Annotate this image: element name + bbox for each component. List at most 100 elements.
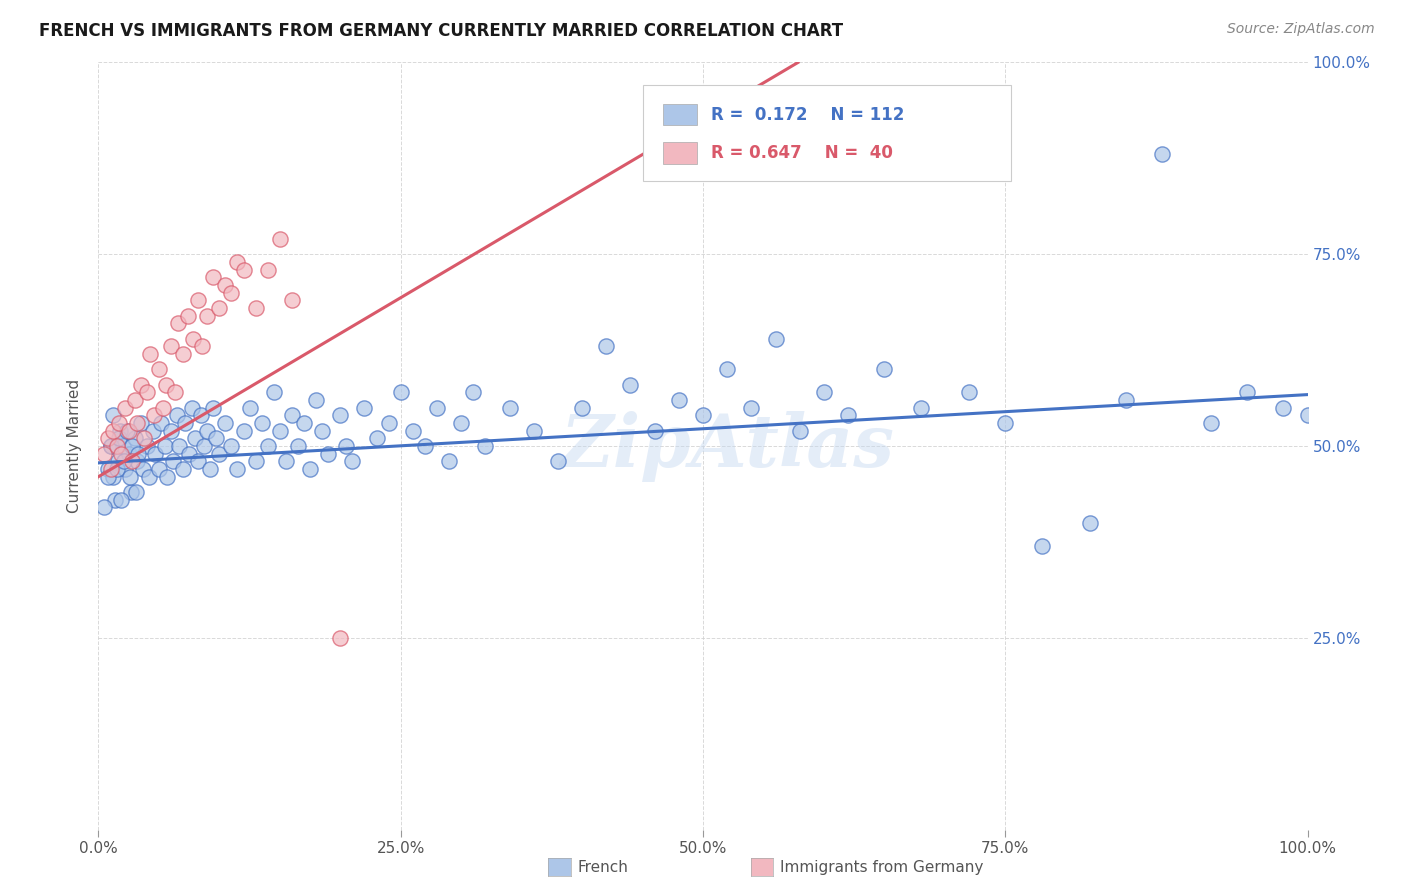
Point — [571, 401, 593, 415]
Point — [413, 439, 436, 453]
Point — [716, 362, 738, 376]
Point — [152, 401, 174, 415]
Point — [813, 385, 835, 400]
Point — [187, 454, 209, 468]
Point — [163, 385, 186, 400]
Point — [135, 385, 157, 400]
Point — [765, 332, 787, 346]
Point — [263, 385, 285, 400]
Point — [138, 469, 160, 483]
Point — [112, 454, 135, 468]
Point — [994, 416, 1017, 430]
Point — [121, 454, 143, 468]
Point — [124, 392, 146, 407]
Point — [187, 293, 209, 308]
Point — [105, 462, 128, 476]
Point — [97, 462, 120, 476]
Point — [1272, 401, 1295, 415]
Point — [180, 401, 202, 415]
Point — [547, 454, 569, 468]
Point — [402, 424, 425, 438]
Point — [221, 439, 243, 453]
Point — [118, 447, 141, 461]
Point — [305, 392, 328, 407]
Point — [366, 431, 388, 445]
Point — [342, 454, 364, 468]
Point — [619, 377, 641, 392]
Point — [195, 424, 218, 438]
Point — [437, 454, 460, 468]
Point — [226, 255, 249, 269]
Point — [172, 462, 194, 476]
Point — [195, 309, 218, 323]
Point — [117, 424, 139, 438]
Point — [174, 416, 197, 430]
Point — [269, 232, 291, 246]
Point — [292, 416, 315, 430]
Point — [208, 447, 231, 461]
Point — [232, 424, 254, 438]
Point — [135, 439, 157, 453]
Point — [274, 454, 297, 468]
Point — [167, 316, 190, 330]
Text: Source: ZipAtlas.com: Source: ZipAtlas.com — [1227, 22, 1375, 37]
Point — [132, 462, 155, 476]
Point — [184, 431, 207, 445]
Point — [100, 439, 122, 453]
Point — [134, 431, 156, 445]
Text: R =  0.172    N = 112: R = 0.172 N = 112 — [711, 105, 905, 124]
Point — [668, 392, 690, 407]
Point — [143, 447, 166, 461]
Point — [127, 447, 149, 461]
Point — [1031, 539, 1053, 553]
Point — [1236, 385, 1258, 400]
Point — [101, 469, 124, 483]
Point — [181, 332, 204, 346]
Point — [523, 424, 546, 438]
Point — [232, 262, 254, 277]
Text: ZipAtlas: ZipAtlas — [560, 410, 894, 482]
Point — [127, 454, 149, 468]
Point — [245, 454, 267, 468]
Point — [93, 500, 115, 515]
Text: Immigrants from Germany: Immigrants from Germany — [780, 861, 984, 875]
Point — [148, 362, 170, 376]
Point — [329, 631, 352, 645]
Point — [873, 362, 896, 376]
Point — [204, 431, 226, 445]
Point — [498, 401, 520, 415]
FancyBboxPatch shape — [664, 142, 697, 164]
Point — [108, 424, 131, 438]
Point — [191, 339, 214, 353]
Point — [198, 462, 221, 476]
Text: FRENCH VS IMMIGRANTS FROM GERMANY CURRENTLY MARRIED CORRELATION CHART: FRENCH VS IMMIGRANTS FROM GERMANY CURREN… — [39, 22, 844, 40]
Point — [172, 347, 194, 361]
Point — [740, 401, 762, 415]
Point — [93, 447, 115, 461]
Point — [150, 416, 173, 430]
Point — [837, 409, 859, 423]
Point — [595, 339, 617, 353]
Point — [316, 447, 339, 461]
Point — [166, 409, 188, 423]
Point — [155, 377, 177, 392]
Point — [97, 469, 120, 483]
FancyBboxPatch shape — [643, 86, 1011, 181]
Text: R = 0.647    N =  40: R = 0.647 N = 40 — [711, 144, 893, 162]
Point — [160, 339, 183, 353]
Point — [692, 409, 714, 423]
Point — [463, 385, 485, 400]
Point — [114, 462, 136, 476]
Point — [101, 409, 124, 423]
Point — [245, 301, 267, 315]
Point — [142, 424, 165, 438]
Point — [1115, 392, 1137, 407]
Point — [160, 424, 183, 438]
Point — [256, 439, 278, 453]
Point — [156, 469, 179, 483]
Point — [193, 439, 215, 453]
Point — [97, 431, 120, 445]
Point — [153, 439, 176, 453]
Point — [450, 416, 472, 430]
Point — [1199, 416, 1222, 430]
